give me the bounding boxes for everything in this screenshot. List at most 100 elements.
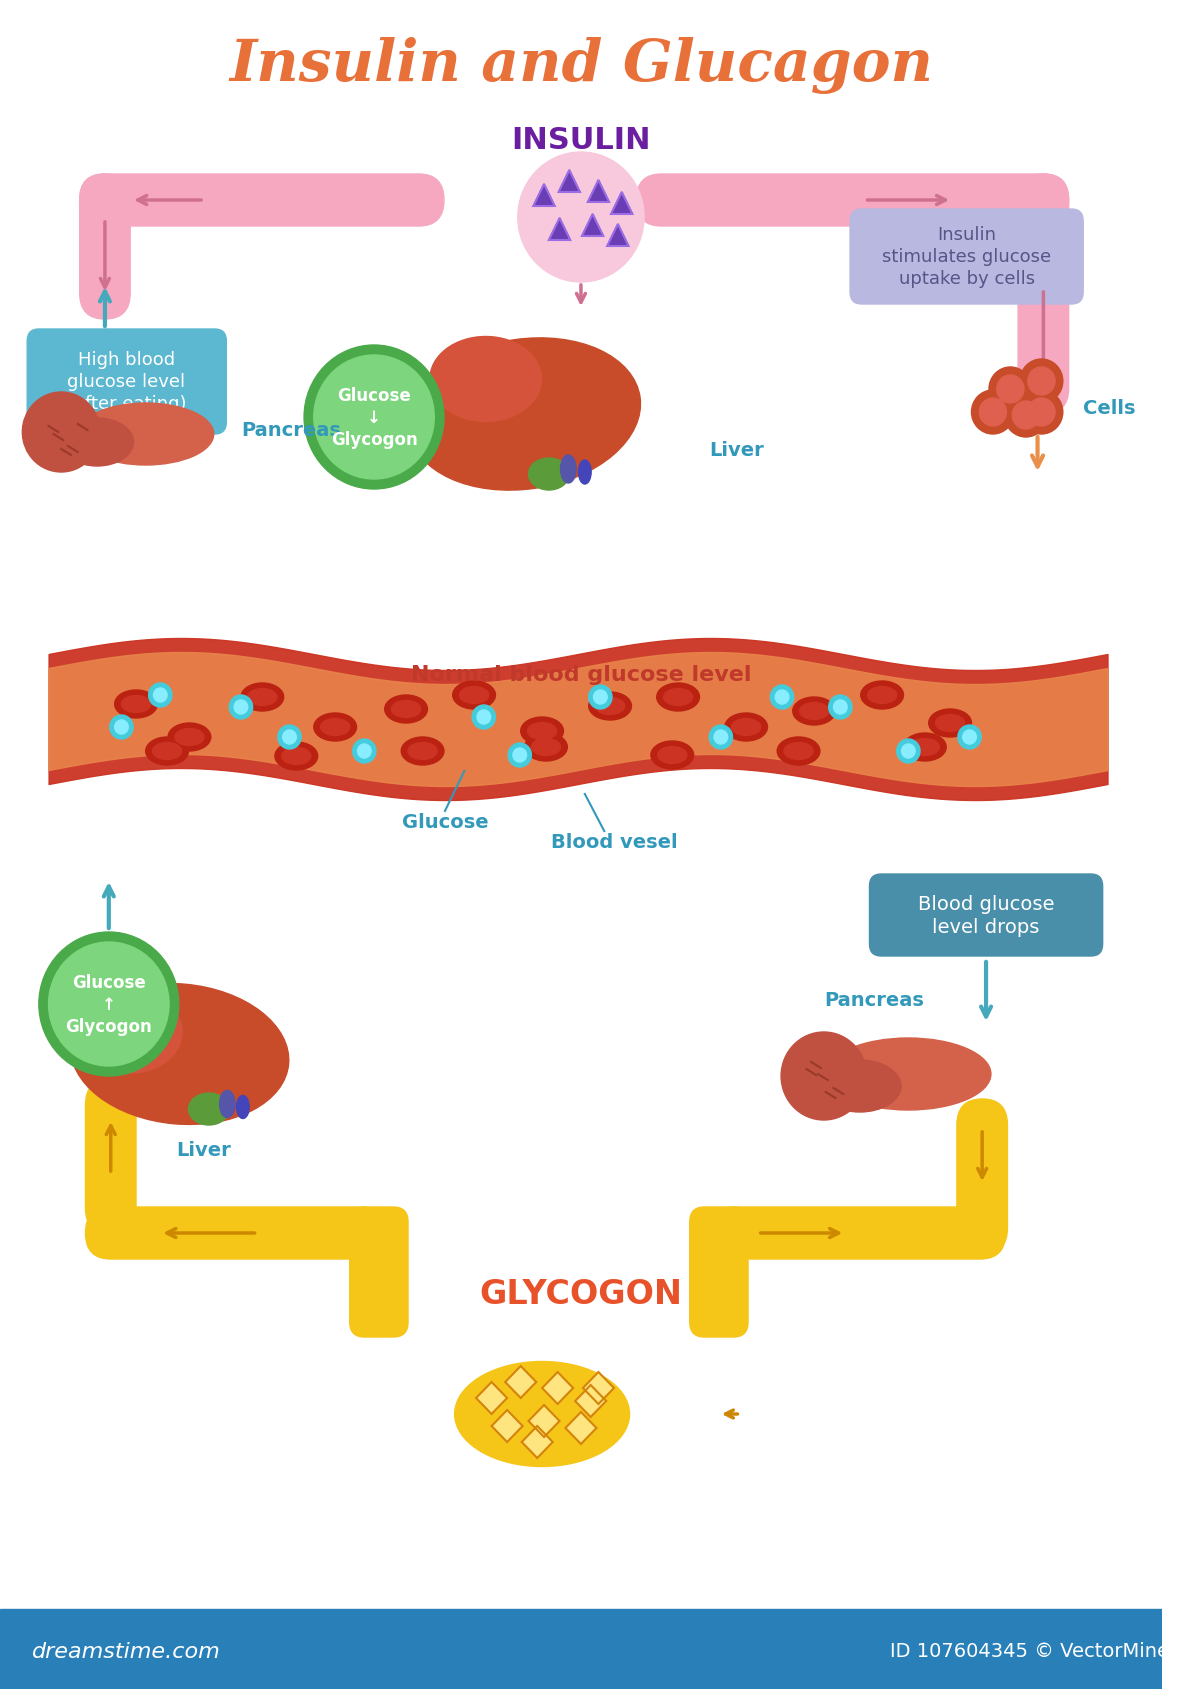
Ellipse shape [561, 456, 576, 483]
Ellipse shape [115, 691, 158, 718]
Text: Insulin and Glucagon: Insulin and Glucagon [228, 37, 933, 93]
Circle shape [1012, 402, 1039, 429]
Text: Pancreas: Pancreas [240, 421, 341, 439]
Ellipse shape [935, 714, 965, 731]
Ellipse shape [861, 682, 903, 709]
FancyBboxPatch shape [85, 1208, 386, 1260]
Circle shape [902, 745, 915, 758]
Circle shape [277, 726, 301, 750]
Ellipse shape [385, 696, 427, 723]
Circle shape [958, 726, 981, 750]
Circle shape [775, 691, 789, 704]
Circle shape [23, 394, 100, 473]
Polygon shape [582, 1371, 614, 1404]
Circle shape [472, 706, 495, 730]
Circle shape [234, 701, 248, 714]
Ellipse shape [529, 459, 569, 491]
Circle shape [115, 721, 128, 735]
Polygon shape [575, 1385, 606, 1417]
Ellipse shape [658, 747, 687, 763]
Circle shape [230, 696, 252, 720]
Circle shape [110, 716, 133, 740]
Circle shape [971, 390, 1014, 434]
Text: ID 107604345 © VectorMine: ID 107604345 © VectorMine [890, 1642, 1170, 1660]
Ellipse shape [282, 748, 311, 765]
Polygon shape [492, 1410, 523, 1442]
Ellipse shape [800, 703, 829, 720]
Polygon shape [529, 1405, 560, 1437]
Ellipse shape [409, 339, 641, 491]
Circle shape [38, 932, 178, 1076]
Circle shape [781, 1032, 867, 1120]
Ellipse shape [579, 461, 591, 485]
Ellipse shape [651, 741, 694, 770]
Ellipse shape [785, 743, 813, 760]
Circle shape [353, 740, 376, 763]
Circle shape [709, 726, 732, 750]
Ellipse shape [401, 738, 444, 765]
Ellipse shape [818, 1061, 901, 1113]
FancyBboxPatch shape [690, 1208, 748, 1338]
FancyBboxPatch shape [85, 1079, 136, 1235]
Text: Liver: Liver [709, 441, 764, 459]
Ellipse shape [80, 991, 182, 1074]
Ellipse shape [275, 743, 318, 770]
FancyBboxPatch shape [80, 176, 130, 319]
FancyBboxPatch shape [28, 329, 226, 434]
Ellipse shape [189, 1093, 230, 1125]
Ellipse shape [525, 733, 567, 762]
Ellipse shape [777, 738, 820, 765]
Ellipse shape [454, 1361, 629, 1466]
Circle shape [1020, 390, 1063, 434]
Polygon shape [476, 1382, 507, 1414]
Polygon shape [608, 225, 629, 247]
Ellipse shape [664, 689, 692, 706]
Circle shape [1027, 368, 1055, 395]
Ellipse shape [321, 720, 349, 736]
Ellipse shape [78, 404, 214, 466]
Circle shape [313, 356, 434, 480]
Circle shape [1027, 399, 1055, 427]
Ellipse shape [220, 1091, 236, 1118]
Text: Blood glucose
level drops: Blood glucose level drops [917, 893, 1055, 937]
Ellipse shape [520, 718, 563, 745]
Polygon shape [566, 1412, 597, 1444]
FancyBboxPatch shape [957, 1100, 1007, 1255]
Ellipse shape [175, 730, 205, 747]
Circle shape [980, 399, 1007, 427]
Bar [0, 1610, 1161, 1689]
Polygon shape [542, 1371, 573, 1404]
Ellipse shape [459, 687, 489, 704]
FancyBboxPatch shape [869, 875, 1103, 956]
Circle shape [593, 691, 608, 704]
FancyBboxPatch shape [349, 1208, 408, 1338]
Text: Liver: Liver [177, 1140, 231, 1159]
Polygon shape [611, 193, 633, 215]
Circle shape [996, 375, 1024, 404]
Ellipse shape [531, 740, 561, 757]
Circle shape [153, 689, 167, 703]
Polygon shape [533, 184, 555, 206]
Ellipse shape [825, 1039, 991, 1110]
Text: High blood
glucose level
(after eating): High blood glucose level (after eating) [67, 351, 187, 412]
Circle shape [304, 346, 444, 490]
Ellipse shape [793, 698, 836, 726]
Circle shape [49, 942, 169, 1066]
Ellipse shape [596, 698, 624, 714]
Circle shape [508, 743, 531, 767]
Circle shape [477, 711, 490, 725]
Text: Glucose
↑
Glycogon: Glucose ↑ Glycogon [66, 973, 152, 1035]
Ellipse shape [725, 713, 768, 741]
Text: GLYCOGON: GLYCOGON [480, 1279, 683, 1311]
Ellipse shape [527, 723, 556, 740]
Ellipse shape [732, 720, 761, 736]
Ellipse shape [408, 743, 438, 760]
Circle shape [963, 731, 976, 745]
Circle shape [282, 731, 297, 745]
Ellipse shape [867, 687, 897, 704]
Ellipse shape [248, 689, 277, 706]
Polygon shape [549, 220, 570, 242]
Ellipse shape [910, 740, 939, 757]
Ellipse shape [153, 743, 182, 760]
Circle shape [834, 701, 847, 714]
